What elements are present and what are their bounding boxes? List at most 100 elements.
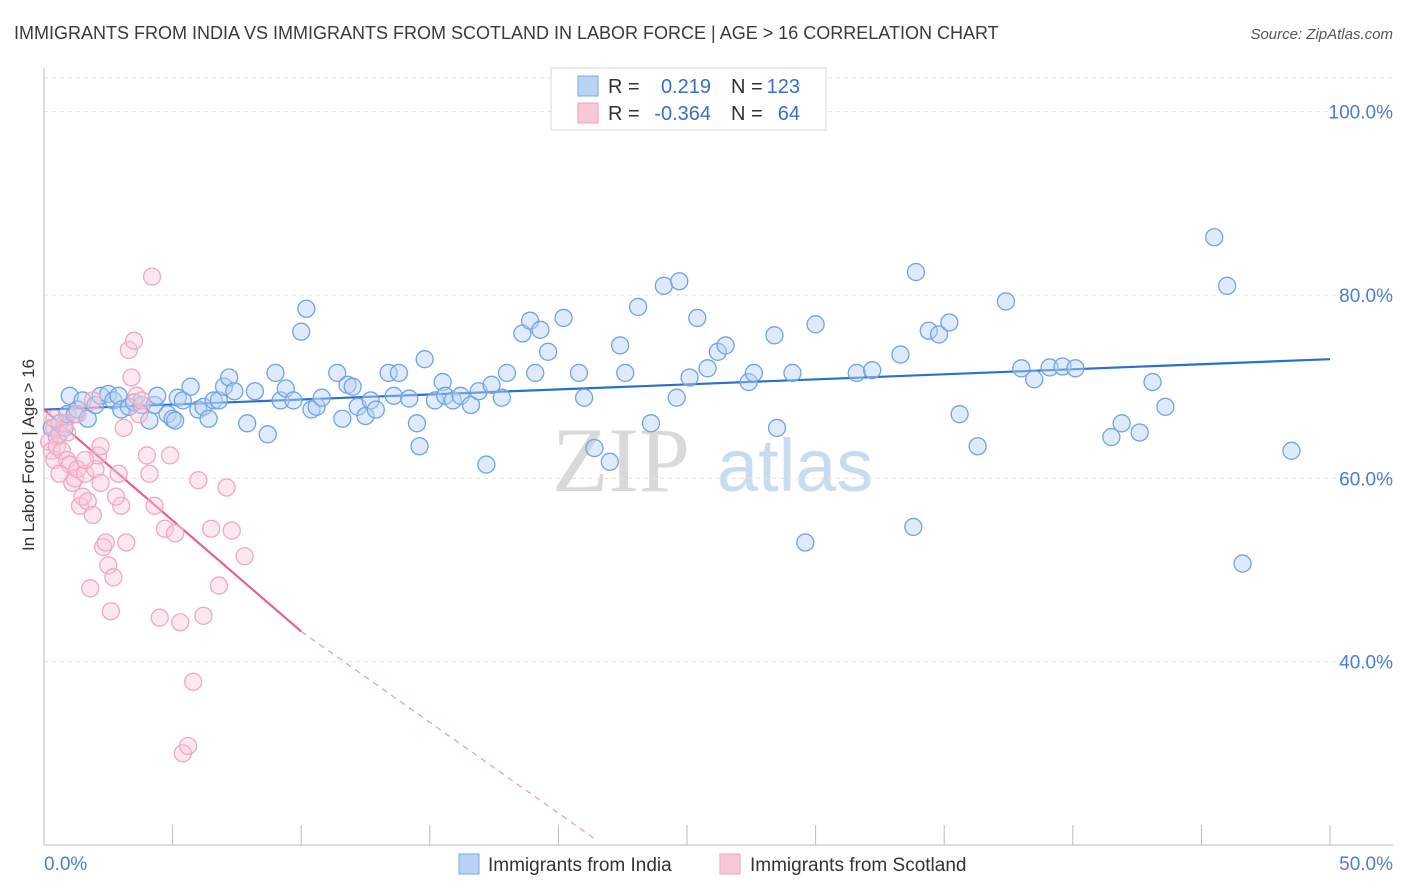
scotland-trend-extension bbox=[300, 630, 598, 841]
legend-n-value-scotland: 64 bbox=[778, 103, 800, 125]
india-point-68 bbox=[461, 395, 481, 415]
india-point-70 bbox=[477, 455, 496, 474]
scotland-point-43 bbox=[171, 613, 190, 632]
scotland-point-26 bbox=[104, 568, 123, 587]
scotland-point-21 bbox=[91, 437, 110, 456]
scotland-point-63 bbox=[45, 409, 64, 428]
scotland-point-52 bbox=[222, 521, 241, 540]
scotland-point-18 bbox=[83, 505, 103, 525]
y-tick-label-80: 80.0% bbox=[1339, 286, 1393, 307]
bottom-legend-label-india: Immigrants from India bbox=[488, 855, 672, 876]
india-point-118 bbox=[1066, 359, 1085, 378]
india-point-59 bbox=[400, 389, 419, 408]
india-point-73 bbox=[497, 363, 517, 383]
scotland-point-35 bbox=[132, 391, 151, 410]
india-point-122 bbox=[1143, 372, 1162, 392]
y-tick-label-60: 60.0% bbox=[1339, 469, 1393, 490]
india-point-119 bbox=[1102, 427, 1121, 447]
india-point-86 bbox=[628, 297, 648, 317]
scotland-point-6 bbox=[52, 441, 72, 460]
india-point-93 bbox=[698, 359, 717, 378]
legend-r-value-india: 0.219 bbox=[661, 76, 711, 98]
x-tick-max: 50.0% bbox=[1339, 854, 1393, 875]
scotland-point-53 bbox=[235, 547, 254, 566]
india-point-43 bbox=[292, 322, 311, 341]
india-point-61 bbox=[410, 437, 429, 456]
india-point-121 bbox=[1130, 423, 1149, 442]
india-point-114 bbox=[1012, 359, 1031, 378]
scotland-point-17 bbox=[81, 579, 100, 598]
scotland-point-15 bbox=[76, 464, 95, 483]
scotland-point-36 bbox=[137, 446, 157, 465]
india-point-100 bbox=[783, 363, 802, 383]
india-point-77 bbox=[531, 320, 550, 339]
axes bbox=[43, 68, 1393, 846]
india-point-26 bbox=[173, 391, 193, 410]
india-point-45 bbox=[302, 400, 321, 419]
india-point-54 bbox=[361, 391, 380, 410]
scotland-point-37 bbox=[140, 464, 159, 483]
india-point-29 bbox=[194, 397, 213, 416]
india-point-126 bbox=[1233, 554, 1252, 573]
x-tick-min: 0.0% bbox=[44, 854, 87, 875]
india-point-110 bbox=[940, 313, 959, 332]
india-point-75 bbox=[520, 311, 540, 330]
india-point-58 bbox=[389, 363, 409, 383]
bottom-legend: Immigrants from India Immigrants from Sc… bbox=[458, 853, 966, 876]
india-point-91 bbox=[680, 368, 699, 387]
scotland-point-31 bbox=[122, 368, 141, 387]
scotland-trend-line bbox=[43, 408, 302, 633]
india-point-27 bbox=[181, 377, 200, 396]
india-point-127 bbox=[1282, 441, 1301, 460]
india-point-101 bbox=[796, 533, 815, 552]
india-point-56 bbox=[379, 363, 398, 383]
y-axis-label: In Labor Force | Age > 16 bbox=[19, 359, 38, 551]
india-point-82 bbox=[585, 438, 604, 458]
india-point-46 bbox=[307, 397, 326, 416]
legend-n-label-scotland: N = bbox=[731, 103, 763, 125]
chart-title: IMMIGRANTS FROM INDIA VS IMMIGRANTS FROM… bbox=[14, 23, 999, 43]
bottom-legend-swatch-scotland bbox=[719, 853, 741, 875]
india-point-47 bbox=[312, 388, 331, 407]
bottom-legend-label-scotland: Immigrants from Scotland bbox=[750, 855, 966, 876]
india-point-81 bbox=[574, 388, 594, 407]
india-point-103 bbox=[847, 363, 866, 383]
india-point-44 bbox=[297, 299, 316, 318]
scotland-point-30 bbox=[119, 340, 139, 360]
india-point-106 bbox=[904, 517, 923, 537]
scotland-point-29 bbox=[114, 418, 133, 438]
scotland-point-42 bbox=[166, 524, 185, 543]
india-point-40 bbox=[271, 391, 290, 410]
india-point-38 bbox=[258, 425, 277, 444]
india-trend-line bbox=[43, 358, 1331, 411]
india-point-31 bbox=[204, 391, 223, 410]
data-points bbox=[39, 228, 1301, 763]
india-point-7 bbox=[68, 400, 87, 419]
india-point-89 bbox=[667, 388, 686, 407]
india-point-97 bbox=[744, 363, 764, 383]
india-point-39 bbox=[266, 363, 285, 383]
scotland-point-48 bbox=[194, 606, 213, 625]
scotland-point-27 bbox=[109, 464, 128, 483]
india-point-123 bbox=[1156, 397, 1175, 416]
legend-r-label-scotland: R = bbox=[608, 103, 640, 125]
india-point-105 bbox=[891, 345, 910, 364]
india-point-78 bbox=[538, 342, 558, 361]
scotland-point-24 bbox=[99, 556, 118, 575]
india-point-79 bbox=[554, 308, 573, 328]
y-tick-labels: 100.0% 80.0% 60.0% 40.0% bbox=[1329, 103, 1394, 674]
india-point-60 bbox=[407, 414, 427, 433]
india-point-120 bbox=[1112, 414, 1131, 433]
india-point-35 bbox=[225, 382, 244, 401]
india-point-49 bbox=[333, 409, 352, 428]
india-point-76 bbox=[526, 363, 545, 383]
scotland-point-54 bbox=[91, 473, 110, 493]
scotland-point-55 bbox=[76, 450, 95, 470]
gridlines bbox=[44, 77, 1393, 663]
scotland-point-16 bbox=[78, 492, 97, 511]
india-point-57 bbox=[384, 386, 403, 405]
india-point-99 bbox=[767, 418, 787, 438]
scotland-point-28 bbox=[112, 496, 131, 515]
india-point-84 bbox=[610, 336, 630, 355]
